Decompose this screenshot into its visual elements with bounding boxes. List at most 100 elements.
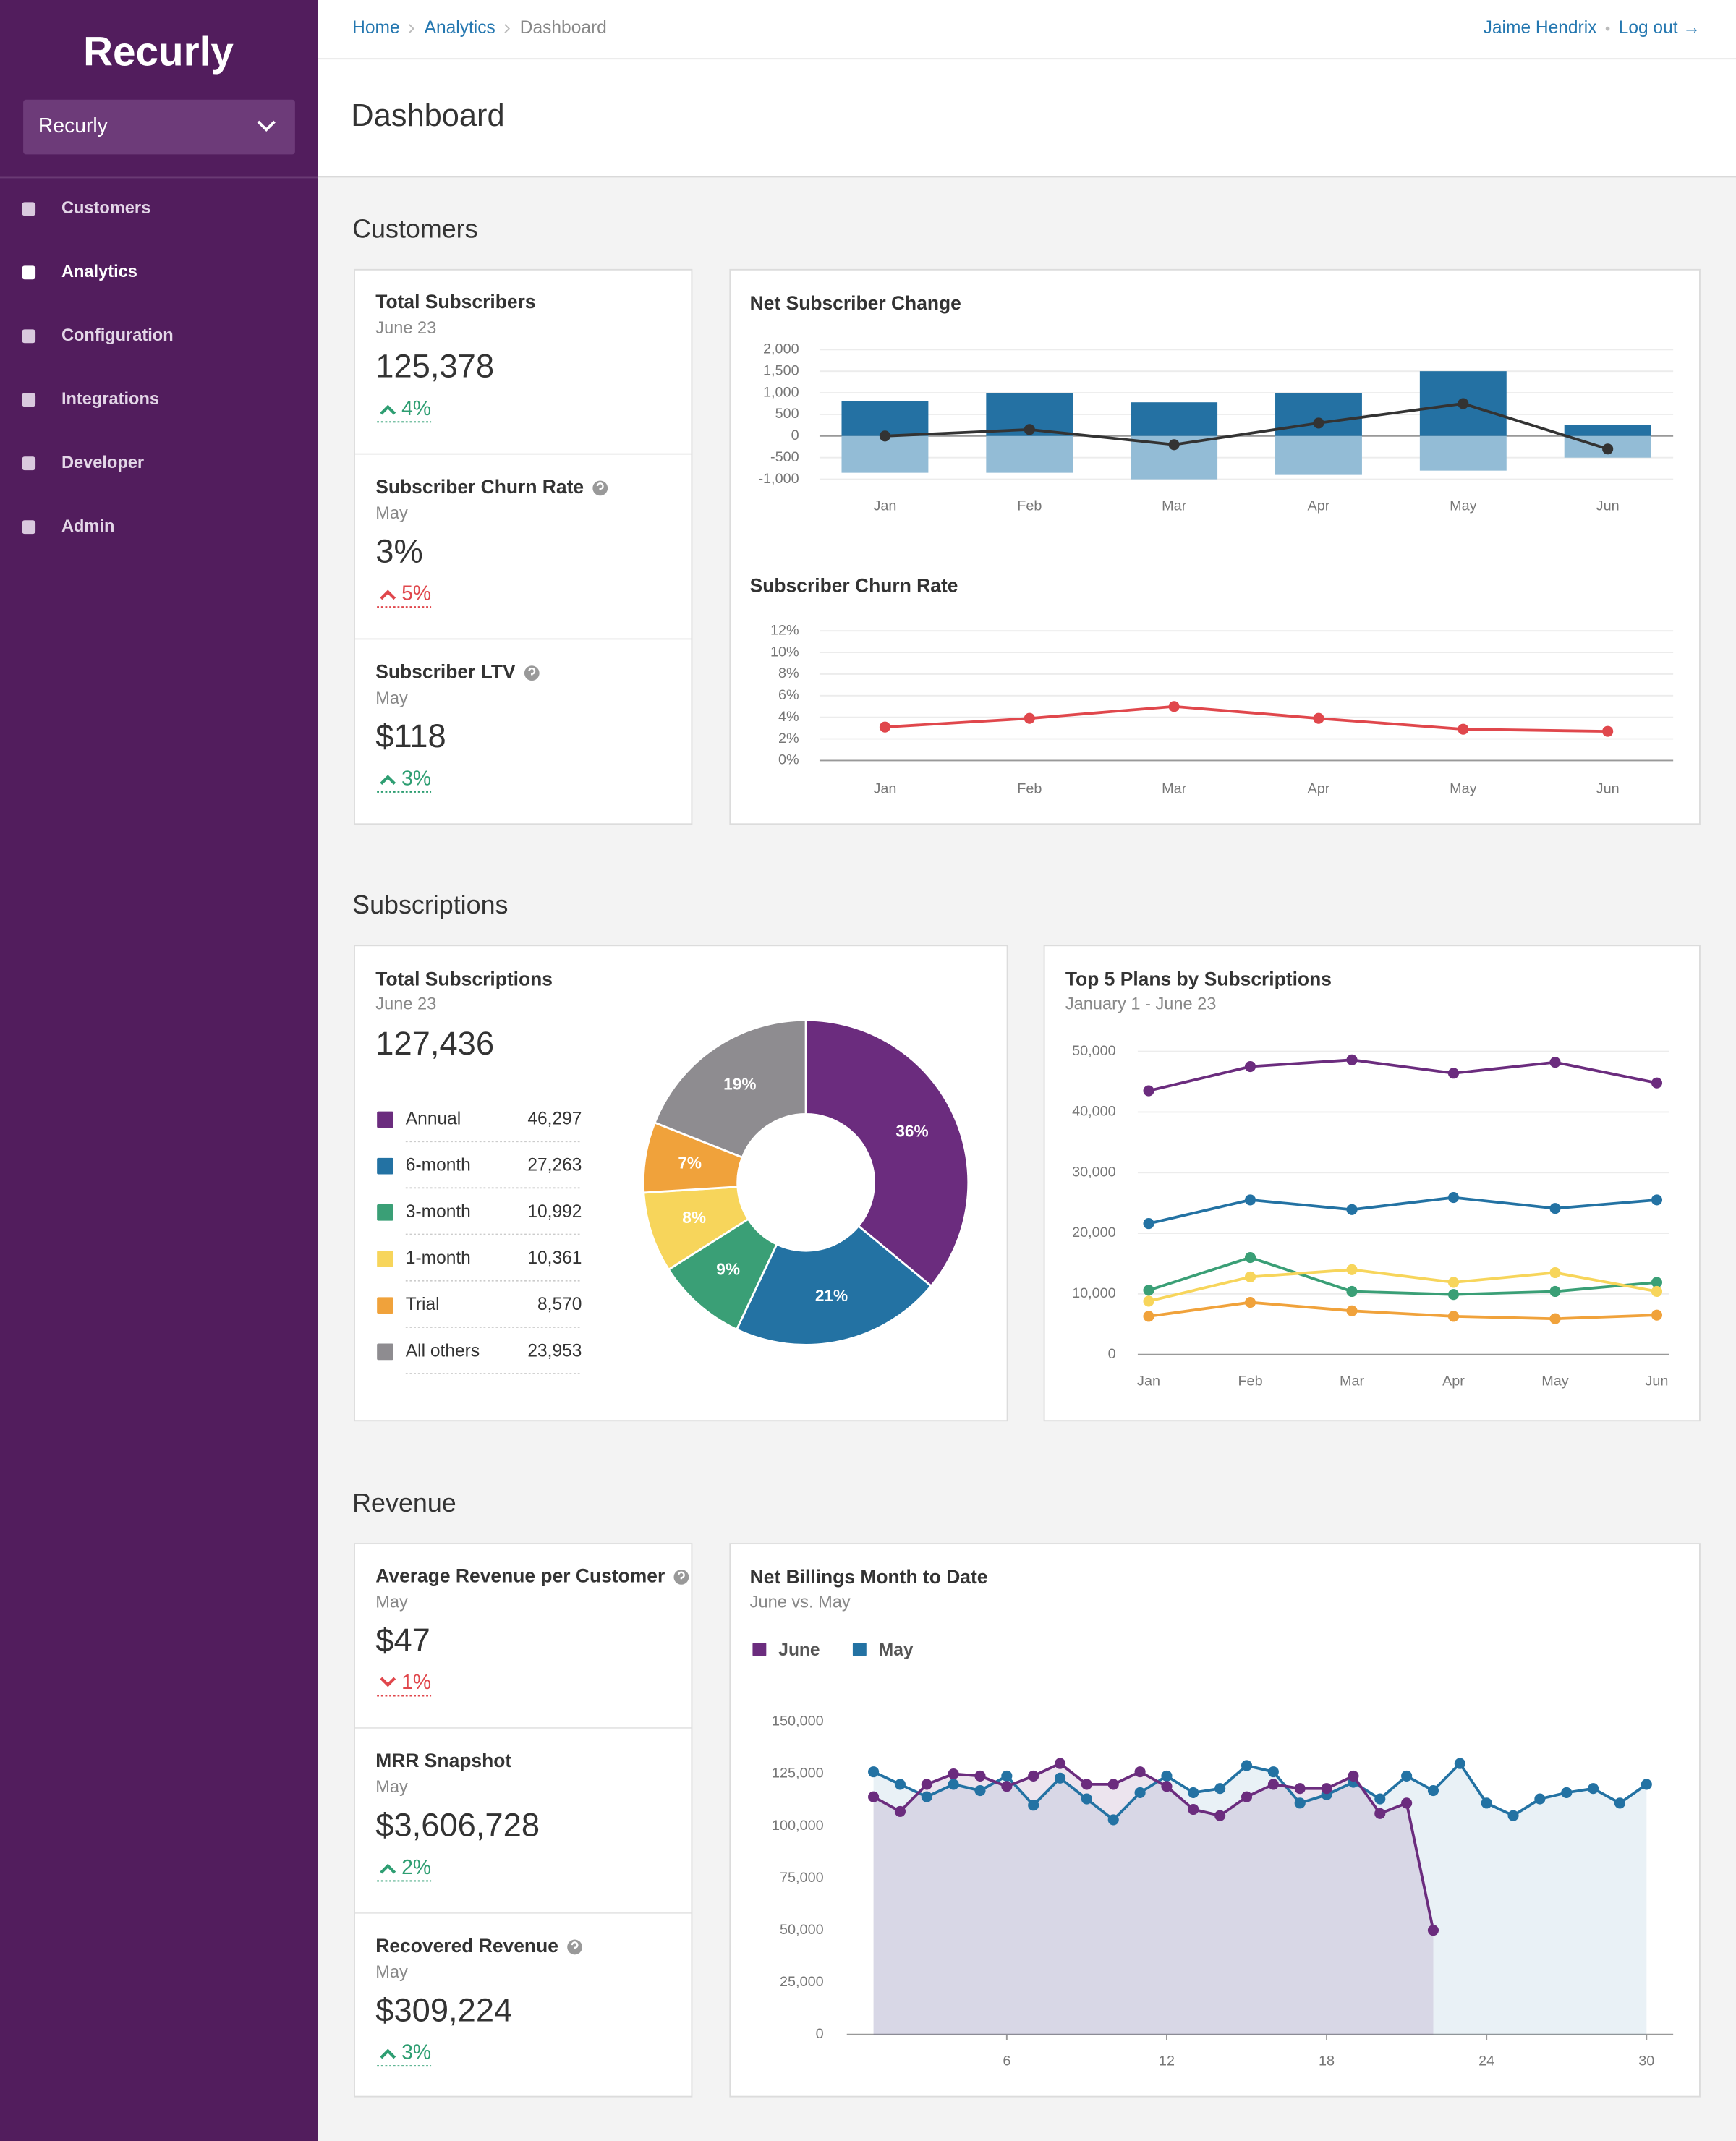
- point: [1602, 443, 1614, 455]
- line: [1148, 1058, 1657, 1092]
- x-tick-label: Jan: [1137, 1374, 1160, 1389]
- nav-item[interactable]: Customers: [61, 199, 150, 218]
- stat-date: May: [375, 1778, 408, 1797]
- user-name[interactable]: Jaime Hendrix: [1484, 18, 1597, 38]
- nav-item[interactable]: Developer: [61, 454, 144, 472]
- stat-title: Total Subscribers: [375, 291, 535, 312]
- point: [1168, 701, 1180, 712]
- point: [1168, 439, 1180, 451]
- point: [1028, 1770, 1039, 1782]
- y-tick-label: -500: [770, 449, 799, 465]
- point: [1401, 1770, 1413, 1782]
- donut-label: 7%: [678, 1153, 702, 1172]
- breadcrumb-separator: [409, 24, 414, 33]
- point: [1024, 424, 1035, 435]
- point: [1143, 1218, 1154, 1230]
- donut-label: 9%: [716, 1260, 740, 1279]
- line: [1148, 1196, 1657, 1225]
- point: [1641, 1779, 1652, 1790]
- y-tick-label: 50,000: [1072, 1043, 1116, 1059]
- x-tick-label: Jan: [873, 780, 896, 796]
- section-heading: Customers: [352, 215, 477, 244]
- logout[interactable]: Log out →: [1619, 18, 1701, 38]
- point: [868, 1791, 880, 1802]
- y-tick-label: 125,000: [772, 1766, 824, 1782]
- point: [1313, 712, 1324, 724]
- nav-icon: [22, 456, 36, 471]
- point: [1454, 1758, 1465, 1769]
- card: [1043, 945, 1701, 1422]
- legend-label: 1-month: [406, 1248, 471, 1268]
- help-glyph: [528, 667, 536, 676]
- stat-value: $47: [375, 1622, 430, 1659]
- x-tick-label: May: [1541, 1374, 1569, 1389]
- y-tick-label: 1,000: [763, 384, 799, 400]
- point: [1602, 725, 1614, 737]
- point: [868, 1766, 880, 1778]
- stat-title: Subscriber LTV: [375, 661, 516, 683]
- legend-label: All others: [406, 1341, 480, 1361]
- nav-item[interactable]: Admin: [61, 517, 114, 536]
- point: [1143, 1311, 1154, 1322]
- point: [1651, 1285, 1663, 1298]
- y-tick-label: 100,000: [772, 1818, 824, 1834]
- bar: [841, 435, 929, 473]
- nav-icon: [22, 520, 36, 535]
- point: [1081, 1779, 1092, 1790]
- legend-swatch: [752, 1642, 767, 1656]
- point: [1244, 1194, 1256, 1206]
- x-tick-label: 12: [1159, 2053, 1175, 2069]
- y-tick-label: 40,000: [1072, 1104, 1116, 1120]
- nav-icon: [22, 329, 36, 344]
- point: [894, 1805, 906, 1817]
- donut-segment: [735, 1224, 933, 1346]
- line: [1148, 1268, 1657, 1303]
- breadcrumb[interactable]: Analytics: [425, 18, 495, 38]
- y-tick-label: 0: [816, 2026, 824, 2042]
- sidebar: [0, 0, 318, 2141]
- card: [354, 1543, 693, 2098]
- point: [1346, 1305, 1358, 1316]
- x-tick-label: Apr: [1308, 780, 1330, 796]
- stat-change: 3%: [401, 767, 431, 790]
- account-select[interactable]: [23, 99, 295, 155]
- nav-item[interactable]: Configuration: [61, 326, 174, 345]
- breadcrumb: Dashboard: [520, 18, 607, 38]
- account-name: Recurly: [38, 114, 109, 137]
- point: [1161, 1770, 1173, 1782]
- stat-value: $309,224: [375, 1992, 512, 2029]
- point: [1244, 1251, 1256, 1264]
- nav-item[interactable]: Analytics: [61, 263, 137, 281]
- point: [1294, 1783, 1306, 1795]
- point: [1651, 1194, 1663, 1206]
- point: [894, 1779, 906, 1790]
- point: [1241, 1791, 1253, 1802]
- x-tick-label: 6: [1003, 2053, 1010, 2069]
- card-value: 127,436: [375, 1025, 494, 1062]
- x-tick-label: May: [1450, 780, 1477, 796]
- y-tick-label: 4%: [778, 709, 799, 725]
- line: [885, 402, 1609, 451]
- bar: [1275, 393, 1362, 436]
- header: [318, 0, 1736, 176]
- nav-item[interactable]: Integrations: [61, 390, 159, 409]
- point: [1134, 1787, 1146, 1798]
- y-tick-label: -1,000: [758, 471, 799, 487]
- point: [1481, 1797, 1492, 1809]
- legend-swatch: [377, 1297, 393, 1314]
- point: [1313, 417, 1324, 429]
- breadcrumb-separator: [504, 24, 511, 33]
- point: [1588, 1783, 1599, 1795]
- stat-date: May: [375, 689, 408, 708]
- legend-label: May: [879, 1640, 914, 1660]
- x-tick-label: 30: [1638, 2053, 1654, 2069]
- y-tick-label: 75,000: [780, 1870, 824, 1886]
- x-tick-label: Mar: [1340, 1374, 1365, 1389]
- point: [1143, 1085, 1154, 1097]
- line: [1148, 1256, 1657, 1296]
- point: [1267, 1766, 1279, 1778]
- x-tick-label: Jan: [873, 498, 896, 514]
- bar: [1131, 402, 1218, 436]
- legend-count: 46,297: [527, 1109, 582, 1128]
- breadcrumb[interactable]: Home: [352, 18, 399, 38]
